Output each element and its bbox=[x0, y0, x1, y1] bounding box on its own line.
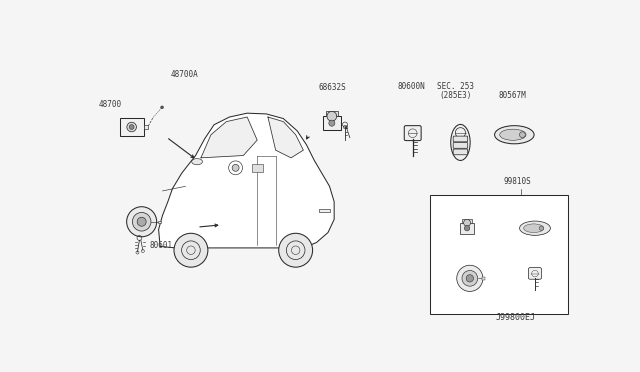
Polygon shape bbox=[201, 117, 257, 158]
Bar bbox=[120, 118, 143, 136]
Text: 48700: 48700 bbox=[99, 100, 122, 109]
Circle shape bbox=[457, 265, 483, 291]
Polygon shape bbox=[268, 117, 303, 158]
Text: 68632S: 68632S bbox=[319, 83, 346, 92]
FancyBboxPatch shape bbox=[453, 136, 468, 142]
Text: 80601: 80601 bbox=[149, 241, 173, 250]
Circle shape bbox=[520, 132, 525, 138]
Text: SEC. 253: SEC. 253 bbox=[437, 82, 474, 91]
Circle shape bbox=[232, 164, 239, 171]
FancyBboxPatch shape bbox=[529, 267, 541, 279]
Bar bbox=[462, 218, 472, 223]
Circle shape bbox=[161, 106, 163, 109]
Circle shape bbox=[174, 233, 208, 267]
Circle shape bbox=[127, 207, 157, 237]
Bar bbox=[460, 223, 474, 234]
Text: 80600N: 80600N bbox=[397, 82, 425, 91]
Circle shape bbox=[327, 111, 337, 121]
Text: J99800EJ: J99800EJ bbox=[496, 313, 536, 322]
Bar bbox=[483, 277, 484, 280]
Circle shape bbox=[462, 270, 477, 286]
Circle shape bbox=[129, 125, 134, 129]
FancyBboxPatch shape bbox=[404, 126, 421, 141]
Bar bbox=[252, 164, 262, 172]
Ellipse shape bbox=[500, 129, 526, 140]
Polygon shape bbox=[159, 113, 334, 248]
Bar bbox=[326, 111, 338, 116]
FancyBboxPatch shape bbox=[453, 142, 468, 148]
Ellipse shape bbox=[524, 224, 544, 232]
Text: 99810S: 99810S bbox=[504, 177, 531, 186]
Circle shape bbox=[127, 122, 136, 132]
Circle shape bbox=[466, 275, 474, 282]
Bar bbox=[323, 116, 341, 130]
Circle shape bbox=[137, 217, 146, 226]
Circle shape bbox=[465, 225, 470, 231]
FancyBboxPatch shape bbox=[453, 149, 468, 155]
Circle shape bbox=[132, 212, 151, 231]
Circle shape bbox=[329, 120, 335, 126]
Ellipse shape bbox=[451, 124, 470, 160]
Bar bbox=[319, 209, 330, 212]
Text: 48700A: 48700A bbox=[170, 70, 198, 78]
Ellipse shape bbox=[495, 126, 534, 144]
Ellipse shape bbox=[520, 221, 550, 235]
Bar bbox=[143, 125, 148, 129]
Ellipse shape bbox=[192, 158, 202, 165]
Text: 80567M: 80567M bbox=[499, 91, 527, 100]
Circle shape bbox=[539, 226, 543, 230]
Circle shape bbox=[463, 219, 470, 226]
Bar bbox=[429, 195, 568, 314]
Circle shape bbox=[279, 233, 312, 267]
Text: (285E3): (285E3) bbox=[440, 91, 472, 100]
Bar bbox=[158, 221, 161, 223]
